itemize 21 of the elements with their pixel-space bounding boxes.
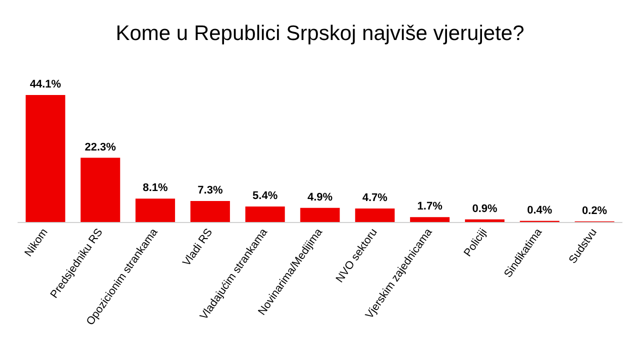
bar [410, 217, 450, 222]
data-label: 0.4% [527, 204, 552, 216]
data-label: 7.3% [198, 184, 223, 196]
bar [355, 208, 395, 222]
bar [190, 200, 230, 222]
data-label: 1.7% [417, 200, 443, 213]
data-label: 0.2% [582, 204, 608, 217]
bar [300, 208, 340, 222]
data-label: 22.3% [84, 141, 116, 154]
bar [464, 219, 504, 222]
data-label: 44.1% [30, 78, 62, 90]
bar [136, 198, 176, 222]
bar [80, 158, 120, 222]
data-label: 4.7% [362, 192, 388, 204]
bar [245, 206, 285, 222]
data-label: 4.9% [307, 191, 333, 204]
data-label: 0.9% [472, 202, 498, 215]
chart-title: Kome u Republici Srpskoj najviše vjerujete? [116, 22, 524, 45]
data-label: 8.1% [142, 182, 168, 194]
data-label: 5.4% [252, 190, 278, 202]
bar [26, 94, 66, 222]
